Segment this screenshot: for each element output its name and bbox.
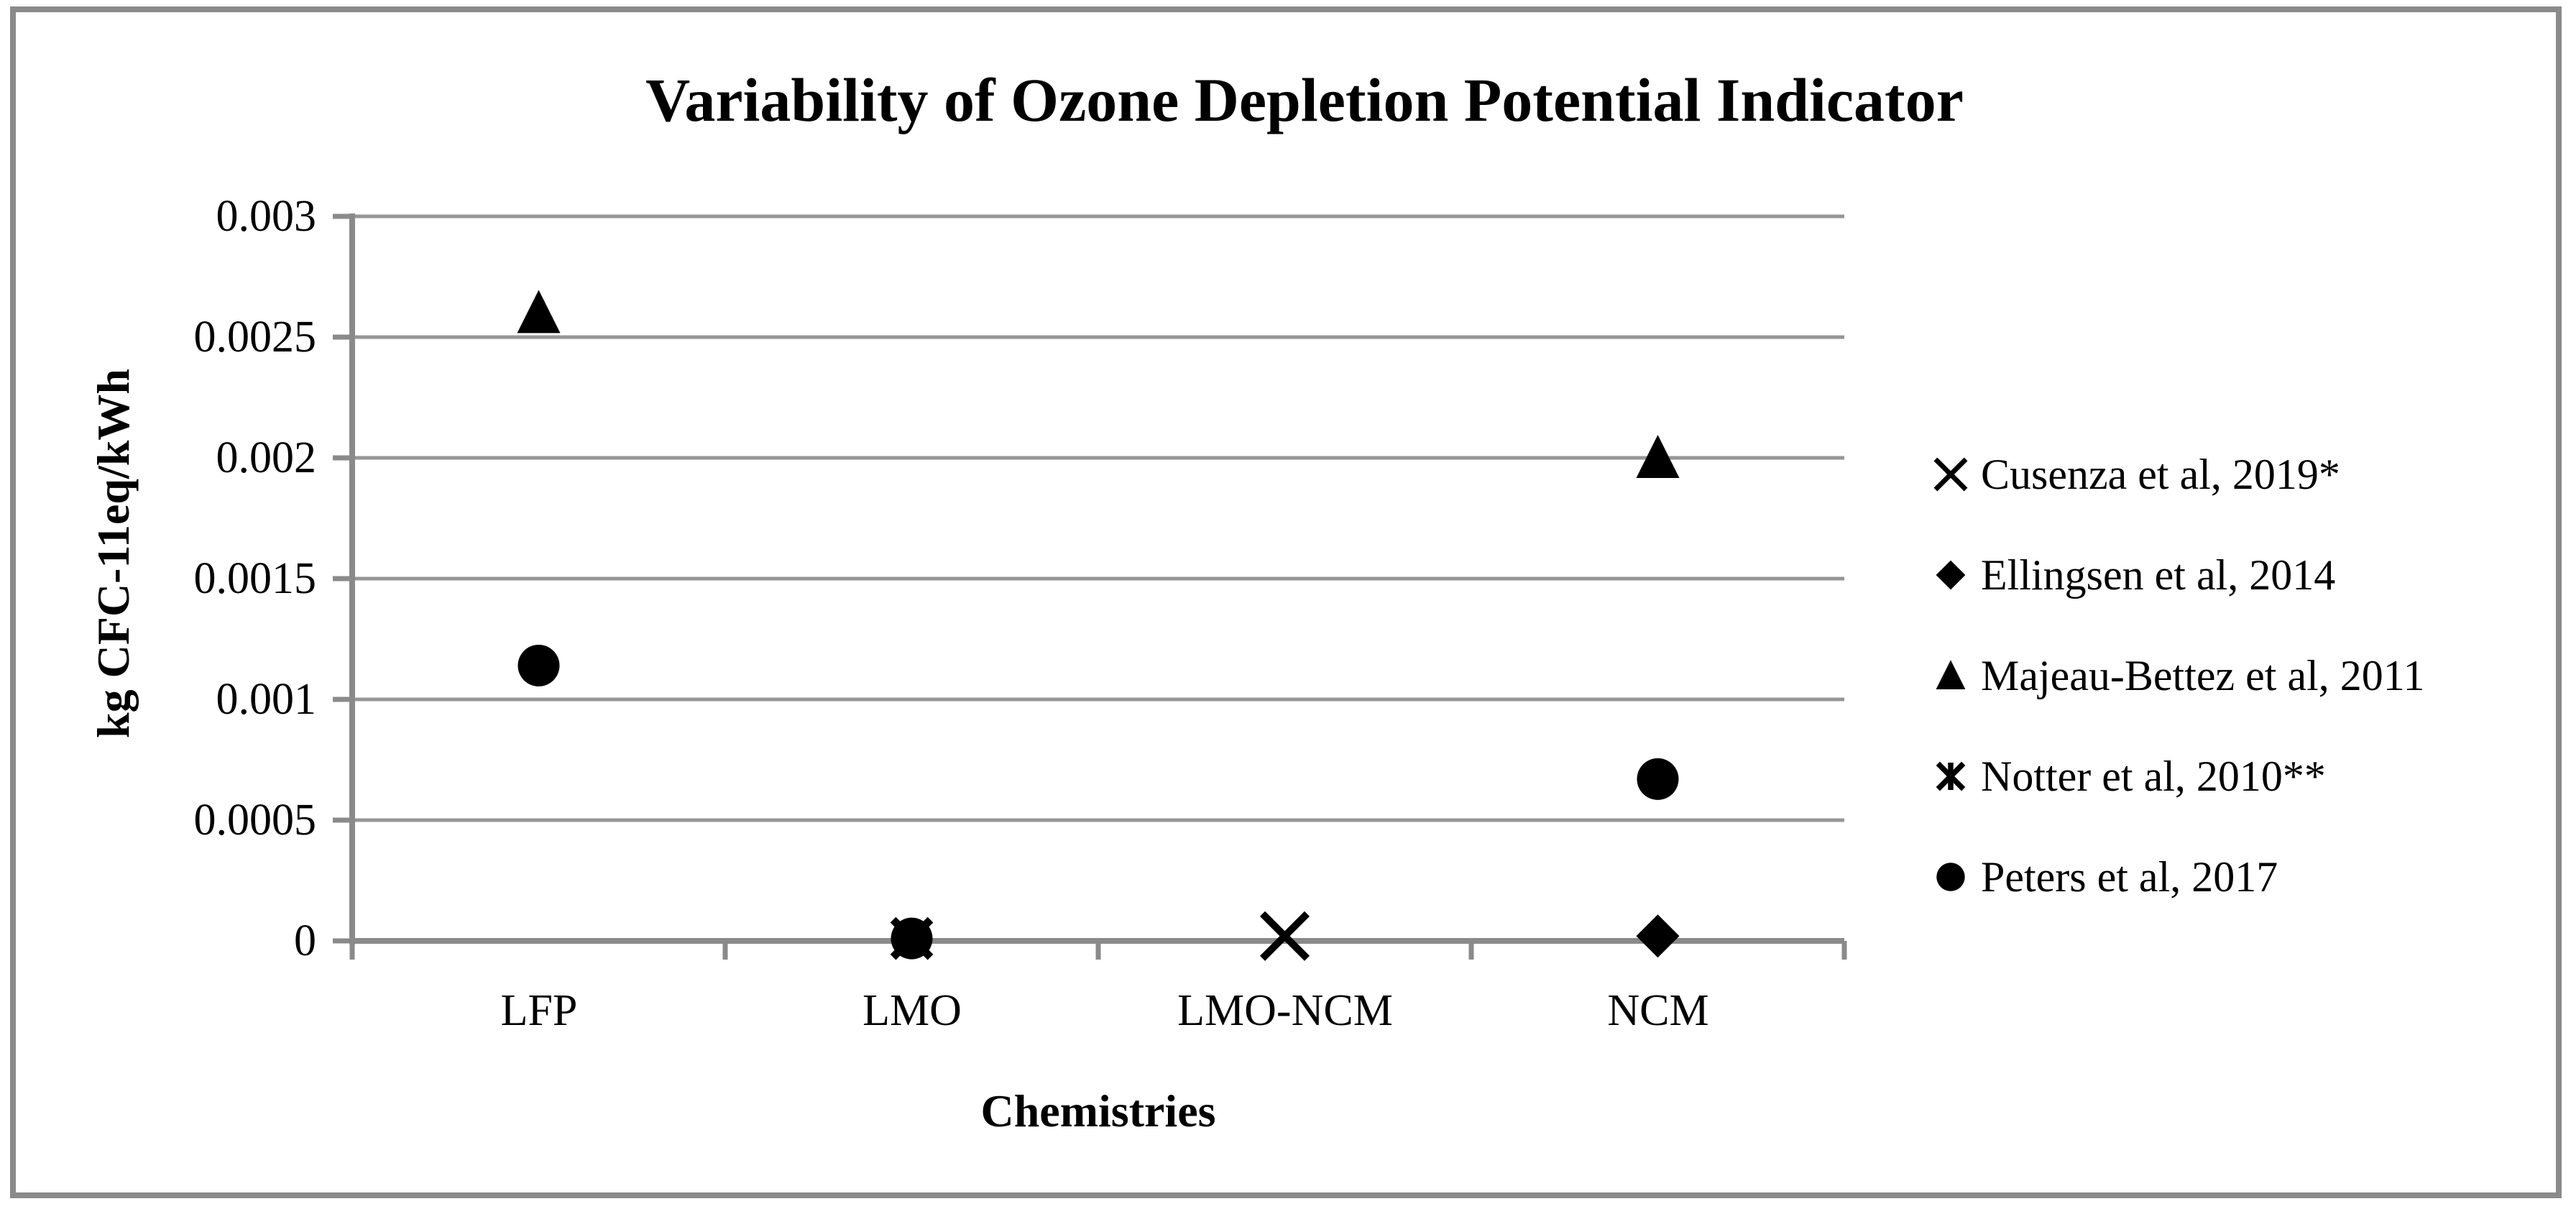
star-marker-icon (1936, 761, 1966, 791)
legend-label: Ellingsen et al, 2014 (1981, 551, 2336, 599)
y-tick-label: 0.002 (216, 433, 317, 482)
x-category-label: LMO (862, 986, 962, 1035)
chart-legend: Cusenza et al, 2019* Ellingsen et al, 20… (1932, 449, 2564, 952)
x-category-label: LFP (500, 986, 578, 1035)
x-cross-marker-icon (1933, 457, 1968, 492)
legend-label: Peters et al, 2017 (1981, 852, 2278, 901)
data-point (1259, 911, 1310, 961)
legend-entry: Majeau-Bettez et al, 2011 (1932, 650, 2564, 702)
data-point (518, 644, 560, 686)
y-tick-label: 0.001 (216, 675, 317, 724)
chart-title: Variability of Ozone Depletion Potential… (645, 65, 1964, 134)
y-tick-label: 0.0015 (193, 554, 317, 603)
triangle-marker-icon (1936, 660, 1966, 690)
x-axis-title: Chemistries (980, 1085, 1216, 1136)
legend-label: Majeau-Bettez et al, 2011 (1981, 651, 2425, 699)
legend-entry: Cusenza et al, 2019* (1932, 449, 2564, 500)
x-category-label: LMO-NCM (1177, 986, 1393, 1035)
legend-entry: Notter et al, 2010** (1932, 750, 2564, 802)
x-category-label: NCM (1607, 986, 1709, 1035)
figure-border (10, 6, 2562, 1198)
data-point (1636, 914, 1680, 958)
y-tick-label: 0.003 (216, 192, 317, 241)
y-tick-label: 0 (294, 916, 316, 965)
data-point (891, 917, 933, 960)
legend-label: Cusenza et al, 2019* (1981, 450, 2340, 498)
circle-marker-icon (1936, 863, 1965, 891)
diamond-marker-icon (1936, 560, 1966, 590)
legend-entry: Ellingsen et al, 2014 (1932, 549, 2564, 601)
data-point (1637, 758, 1679, 800)
legend-entry: Peters et al, 2017 (1932, 851, 2564, 903)
data-point (517, 290, 561, 334)
legend-label: Notter et al, 2010** (1981, 752, 2326, 800)
y-tick-label: 0.0005 (193, 796, 317, 845)
y-tick-label: 0.0025 (193, 313, 317, 362)
data-point (1636, 435, 1680, 478)
